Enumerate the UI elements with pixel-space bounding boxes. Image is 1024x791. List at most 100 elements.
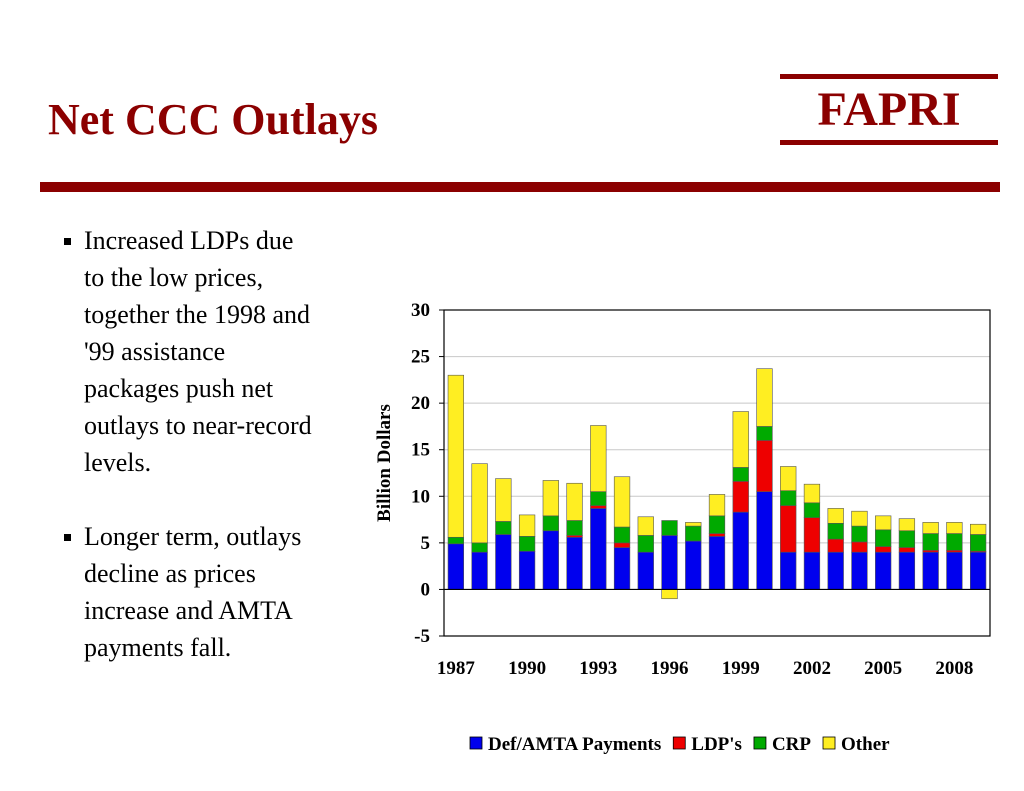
bar-segment [471,542,488,553]
bar-segment [756,426,773,441]
bar-segment [803,517,821,553]
bar-segment [661,589,678,600]
bar-segment [447,543,465,590]
bar-segment [875,515,892,531]
bar-segment [685,540,702,590]
bar-segment [922,551,939,590]
bar-segment [827,522,844,540]
logo-text: FAPRI [817,83,961,136]
bar-segment [756,440,773,492]
bar-segment [922,533,939,551]
bar-segment [898,547,916,553]
bar-segment [803,551,821,590]
bar-segment [898,518,916,532]
x-tick-label: 1996 [651,658,689,679]
bar-segment [637,535,654,553]
bar-segment [590,491,607,506]
bar-segment [756,368,773,427]
y-tick-label: 25 [411,347,430,368]
bar-segment [803,483,821,504]
bar-segment [542,530,559,590]
bar-segment [637,551,654,590]
bar-segment [827,508,844,524]
bar-segment [969,534,987,552]
bar-segment [732,411,749,468]
bar-segment [590,505,607,509]
bar-segment [518,514,536,537]
slide-title: Net CCC Outlays [48,95,378,144]
fapri-logo: FAPRI [780,72,998,148]
bar-segment [471,551,488,590]
bullet-marker [64,238,71,245]
logo-bottom-bar [780,140,998,145]
bar-segment [875,546,892,553]
bullet-list: Increased LDPs due to the low prices, to… [60,222,320,703]
bar-segment [495,478,512,522]
bar-segment [613,547,631,590]
bar-segment [708,494,726,517]
bar-segment [613,476,631,528]
y-axis-label: Billion Dollars [374,404,395,522]
bar-segment [566,482,583,521]
y-tick-label: -5 [414,626,430,647]
y-tick-label: 5 [421,533,431,554]
bar-segment [685,522,702,527]
bullet-marker [64,534,71,541]
x-tick-label: 1993 [579,658,617,679]
bar-segment [898,530,916,548]
legend-swatch [753,736,767,750]
bar-segment [851,551,868,590]
y-tick-label: 10 [411,486,430,507]
bar-segment [851,510,868,527]
legend-swatch [469,736,483,750]
bar-segment [661,520,678,536]
bullet-text: Longer term, outlays decline as prices i… [84,522,302,662]
bar-segment [732,481,749,513]
bar-segment [566,520,583,536]
bar-segment [518,550,536,590]
bar-segment [803,502,821,519]
bar-segment [566,536,583,590]
x-tick-label: 2005 [864,658,902,679]
bar-segment [756,491,773,590]
legend-swatch [822,736,836,750]
bar-segment [685,525,702,542]
bar-segment [946,551,963,590]
legend-label: Other [841,734,890,755]
bar-segment [447,374,465,538]
y-tick-label: 20 [411,393,430,414]
bar-segment [495,534,512,590]
bar-segment [875,529,892,547]
bar-segment [851,525,868,543]
bullet-text: Increased LDPs due to the low prices, to… [84,226,312,477]
outlays-chart: -5 0 5 10 15 20 25 30 1987 1990 1993 1996 1999 2002 20… [374,300,991,755]
bar-segment [851,541,868,553]
bar-segment [471,463,488,544]
bullet-item: Increased LDPs due to the low prices, to… [60,222,320,481]
bar-segment [946,522,963,534]
legend: Def/AMTA Payments LDP's CRP Other [469,734,890,755]
logo-top-bar [780,74,998,79]
bar-segment [661,535,678,590]
y-tick-label: 15 [411,440,430,461]
y-tick-label: 0 [421,579,431,600]
bar-segment [637,516,654,536]
y-tick-label: 30 [411,300,430,321]
title-divider [40,182,1000,192]
bar-segment [827,538,844,553]
bar-segment [708,515,726,534]
x-tick-label: 2008 [935,658,973,679]
legend-label: CRP [772,734,811,755]
bar-group [447,368,987,600]
bar-segment [732,467,749,482]
bar-segment [732,511,749,590]
bar-segment [518,536,536,552]
bar-segment [827,551,844,590]
bar-segment [590,425,607,492]
bullet-item: Longer term, outlays decline as prices i… [60,518,320,666]
bar-segment [590,508,607,590]
x-tick-label: 1990 [508,658,546,679]
bar-segment [613,542,631,548]
legend-swatch [672,736,686,750]
bar-segment [946,533,963,551]
